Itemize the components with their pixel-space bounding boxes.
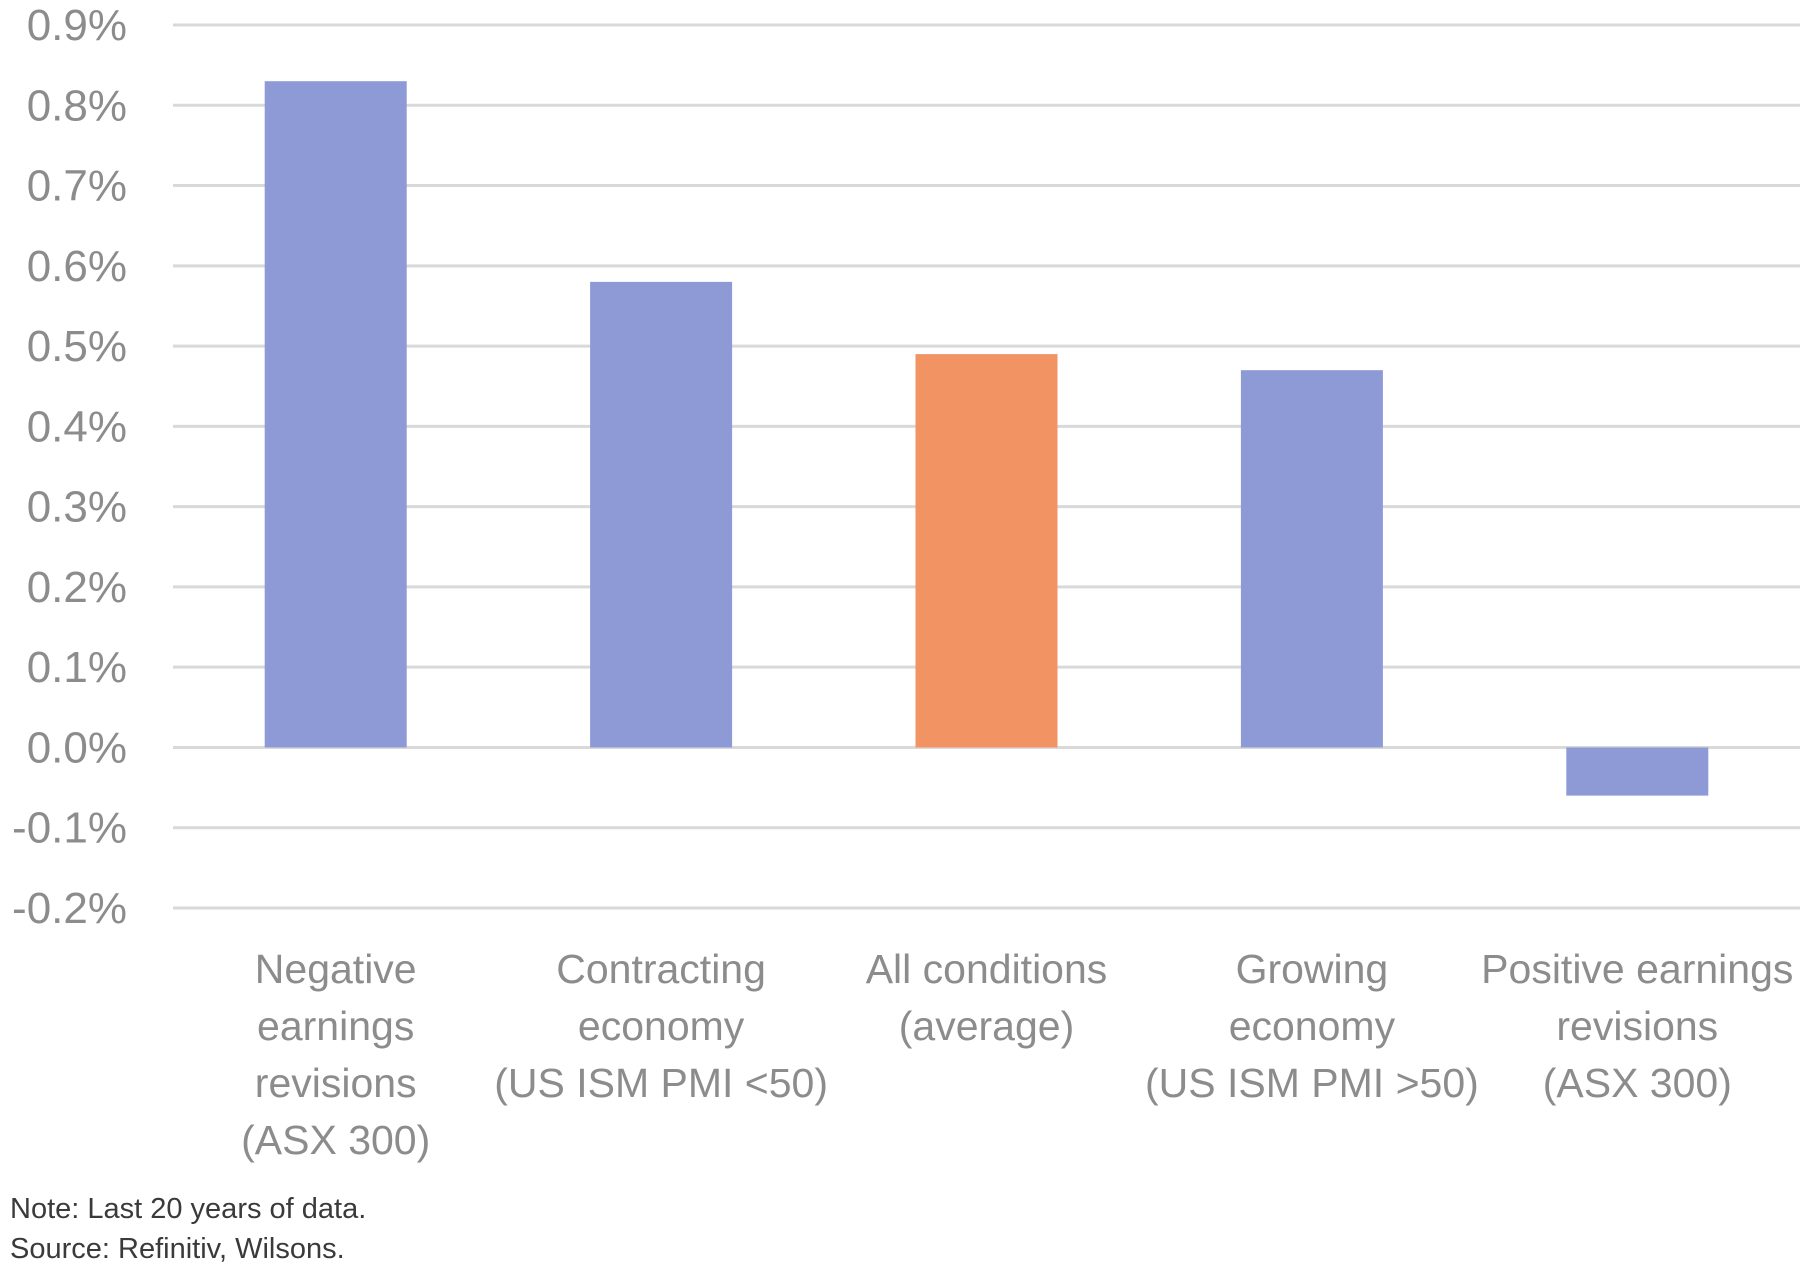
y-tick-label: 0.7% <box>27 162 127 211</box>
x-category-label: Positive earnings revisions (ASX 300) <box>1481 946 1793 1106</box>
y-tick-label: 0.5% <box>27 322 127 371</box>
y-tick-label: 0.3% <box>27 483 127 532</box>
x-category-label: Negative earnings revisions (ASX 300) <box>241 946 430 1163</box>
y-tick-label: 0.8% <box>27 81 127 130</box>
x-axis-categories: Negative earnings revisions (ASX 300) Contra… <box>241 946 1793 1163</box>
bar <box>264 81 407 748</box>
x-category-label: Growing economy (US ISM PMI >50) <box>1145 946 1479 1106</box>
y-tick-label: 0.1% <box>27 643 127 692</box>
y-tick-label: 0.4% <box>27 402 127 451</box>
bar <box>1566 747 1709 796</box>
x-category-label: Contracting economy (US ISM PMI <50) <box>494 946 828 1106</box>
y-axis-ticks: 0.9% 0.8% 0.7% 0.6% 0.5% 0.4% 0.3% 0.2% 0.1% 0.0%… <box>12 1 127 933</box>
y-tick-label: -0.1% <box>12 804 127 853</box>
y-tick-label: 0.9% <box>27 1 127 50</box>
y-tick-label: 0.2% <box>27 563 127 612</box>
bar-chart: 0.9% 0.8% 0.7% 0.6% 0.5% 0.4% 0.3% 0.2% 0.1% 0.0%… <box>12 1 1800 1163</box>
bar <box>915 354 1058 748</box>
footnotes: Note: Last 20 years of data. Source: Ref… <box>10 1189 366 1269</box>
source-text: Source: Refinitiv, Wilsons. <box>10 1233 345 1265</box>
bar <box>1240 370 1383 748</box>
y-tick-label: 0.6% <box>27 242 127 291</box>
y-tick-label: -0.2% <box>12 884 127 933</box>
note-text: Note: Last 20 years of data. <box>10 1193 367 1225</box>
x-category-label: All conditions (average) <box>866 946 1108 1049</box>
y-tick-label: 0.0% <box>27 723 127 772</box>
bars <box>264 81 1709 796</box>
bar <box>590 281 733 748</box>
